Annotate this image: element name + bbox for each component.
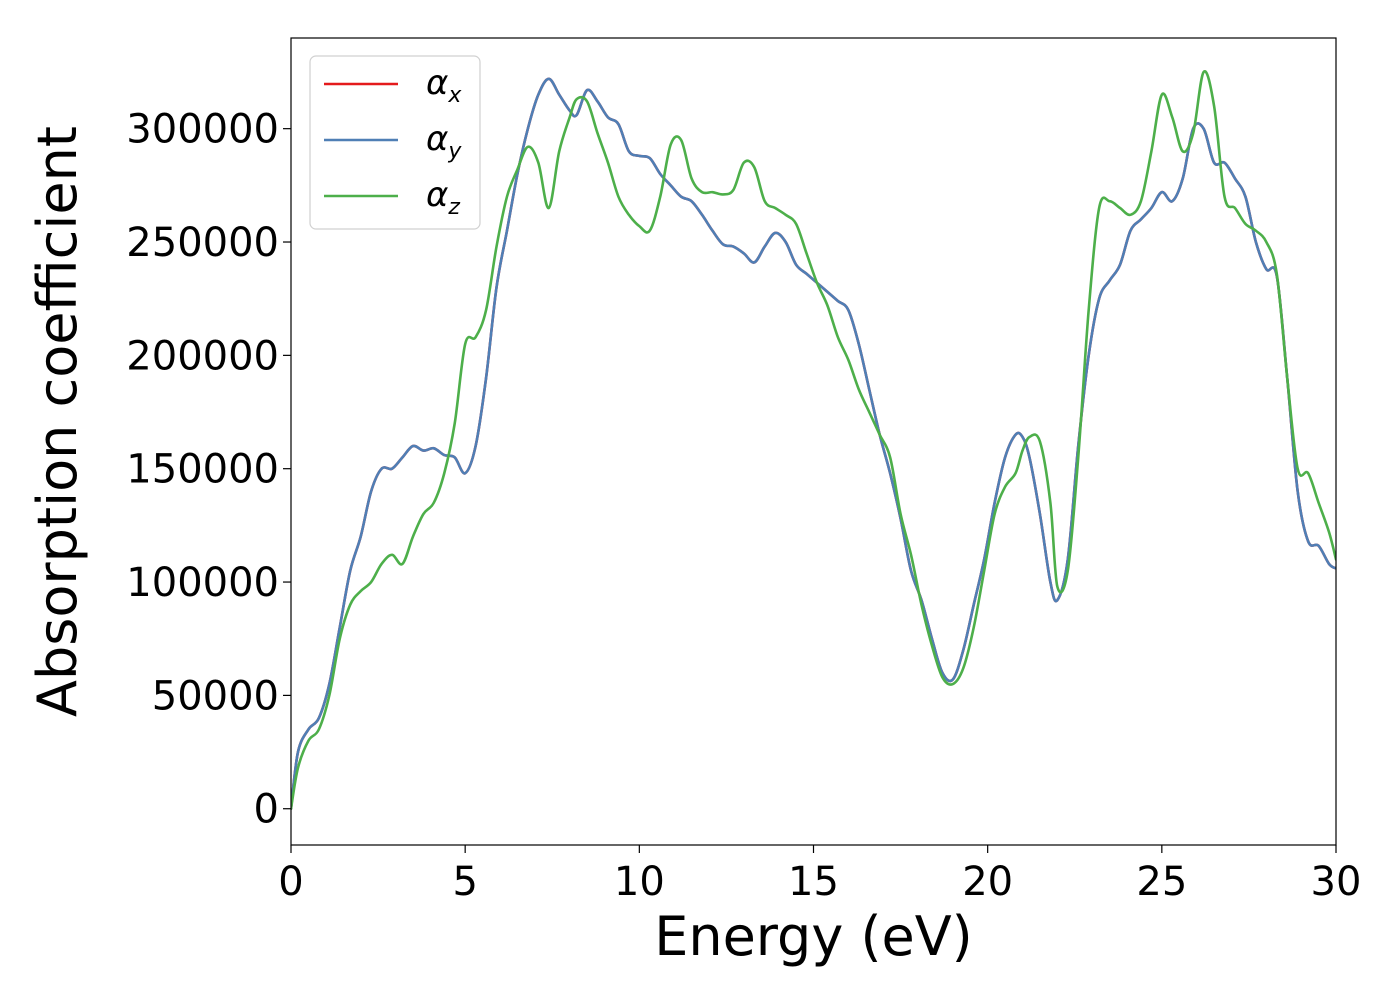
y-tick-label: 100000 [126, 560, 279, 606]
y-axis: 0 50000 100000 150000 200000 250000 300000 [126, 107, 291, 833]
x-tick-label: 20 [962, 859, 1013, 905]
x-tick-label: 0 [278, 859, 303, 905]
x-tick-label: 30 [1311, 859, 1362, 905]
legend-box [309, 55, 481, 230]
legend-label-y: αy [426, 119, 462, 164]
y-tick-label: 50000 [152, 673, 279, 719]
series-line-z [291, 70, 1336, 811]
y-axis-title: Absorption coefficient [26, 126, 89, 717]
y-tick-label: 150000 [126, 447, 279, 493]
y-tick-label: 0 [254, 787, 279, 833]
x-tick-label: 5 [452, 859, 477, 905]
x-tick-label: 25 [1136, 859, 1187, 905]
legend-label-x: αx [426, 63, 462, 108]
x-tick-label: 10 [614, 859, 665, 905]
x-axis: 0 5 10 15 20 25 30 [278, 845, 1361, 905]
y-tick-label: 300000 [126, 107, 279, 153]
legend: αx αy αz [309, 55, 481, 230]
y-tick-label: 200000 [126, 333, 279, 379]
legend-label-z: αz [426, 175, 460, 220]
x-axis-title: Energy (eV) [654, 905, 973, 968]
x-tick-label: 15 [788, 859, 839, 905]
series-layer [291, 70, 1336, 811]
series-line-y [291, 77, 1336, 811]
y-tick-label: 250000 [126, 220, 279, 266]
